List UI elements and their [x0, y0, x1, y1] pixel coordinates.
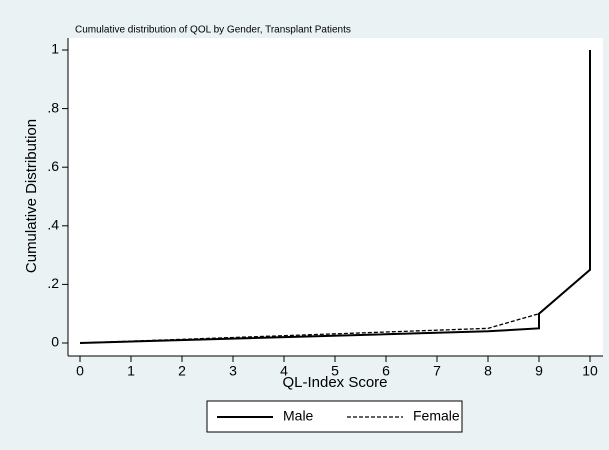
x-tick-label: 10	[582, 363, 598, 379]
x-tick-label: 0	[76, 363, 84, 379]
x-tick-label: 4	[280, 363, 288, 379]
y-tick-label: .4	[47, 217, 59, 233]
x-axis-label: QL-Index Score	[282, 374, 387, 391]
x-tick-label: 9	[535, 363, 543, 379]
legend-label: Female	[413, 408, 460, 424]
y-tick-label: .2	[47, 275, 59, 291]
x-tick-label: 7	[433, 363, 441, 379]
x-tick-label: 3	[229, 363, 237, 379]
plot-area	[68, 38, 603, 356]
legend-label: Male	[283, 408, 314, 424]
x-tick-label: 1	[127, 363, 135, 379]
chart-title: Cumulative distribution of QOL by Gender…	[75, 25, 351, 36]
y-tick-label: .8	[47, 99, 59, 115]
y-tick-label: .6	[47, 158, 59, 174]
x-tick-label: 2	[178, 363, 186, 379]
y-axis-label: Cumulative Distribution	[23, 119, 40, 273]
x-tick-label: 6	[382, 363, 390, 379]
y-tick-label: 1	[51, 41, 59, 57]
series-line	[79, 50, 591, 344]
x-tick-label: 8	[484, 363, 492, 379]
y-tick-label: 0	[51, 334, 59, 350]
x-tick-label: 5	[331, 363, 339, 379]
